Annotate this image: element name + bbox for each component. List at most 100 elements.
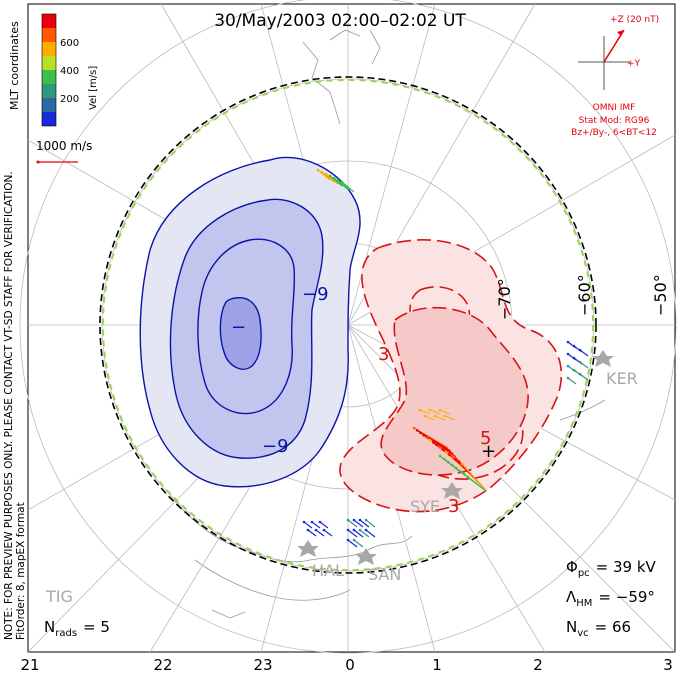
- imf-source: OMNI IMF: [593, 103, 636, 113]
- station-marker-ker: [592, 350, 614, 367]
- velocity-vector-origin: [364, 528, 368, 532]
- stat-n-vc: Nvc = 66: [566, 618, 631, 639]
- velocity-vector: [353, 519, 364, 528]
- imf-model: Stat Mod: RG96: [579, 116, 650, 126]
- velocity-vector-origin: [302, 520, 306, 524]
- velocity-vector-origin: [431, 441, 435, 444]
- velocity-vector: [467, 476, 487, 492]
- velocity-vector-origin: [438, 445, 441, 449]
- coordinates-label: MLT coordinates: [8, 21, 21, 110]
- colorbar-tick-600: 600: [60, 38, 79, 49]
- stat-n-rads: Nrads = 5: [44, 618, 110, 639]
- negative-potential-cell: −9 −9 −: [139, 156, 460, 488]
- velocity-vector-origin: [425, 436, 429, 439]
- velocity-vector: [317, 169, 331, 181]
- station-marker-san: [355, 548, 377, 565]
- mlt-tick-22: 22: [153, 656, 172, 674]
- heppner-maynard-boundary: [99, 76, 597, 574]
- contour-label-positive-1: 3: [378, 344, 389, 365]
- velocity-vector-origin: [328, 174, 332, 178]
- colorbar-swatch: [42, 28, 56, 42]
- velocity-vector-origin: [324, 172, 328, 176]
- velocity-vector-origin: [422, 433, 425, 437]
- imf-z-label: +Z (20 nT): [610, 15, 659, 25]
- velocity-vector: [323, 529, 333, 537]
- velocity-vector-origin: [352, 538, 356, 542]
- imf-vector-arrowhead: [617, 30, 624, 36]
- velocity-vector-origin: [352, 518, 356, 522]
- velocity-vector-origin: [462, 472, 466, 476]
- velocity-vector-origin: [346, 528, 350, 532]
- velocity-vector-origin: [352, 528, 356, 532]
- station-markers: [297, 350, 614, 565]
- colorbar-tick-400: 400: [60, 66, 79, 77]
- velocity-vector-origin: [450, 463, 454, 467]
- velocity-vector-origin: [428, 438, 432, 442]
- colorbar-label: Vel [m/s]: [88, 66, 99, 110]
- velocity-vector: [365, 519, 376, 528]
- colorbar-swatch: [42, 70, 56, 84]
- velocity-vector-origin: [336, 178, 340, 182]
- velocity-scale-label: 1000 m/s: [36, 139, 92, 153]
- velocity-vector-origin: [419, 431, 422, 435]
- velocity-vector-origin: [457, 460, 461, 463]
- mlt-tick-3: 3: [663, 656, 673, 674]
- colorbar-tick-200: 200: [60, 94, 79, 105]
- mlt-axis: 21 22 23 0 1 2 3: [20, 656, 672, 674]
- velocity-vector-origin: [447, 453, 451, 456]
- velocity-vector: [567, 377, 577, 385]
- velocity-vector: [341, 181, 355, 193]
- velocity-vector: [319, 521, 329, 529]
- positive-potential-cell: 3 5 3 +: [339, 239, 563, 517]
- colorbar-swatch: [42, 14, 56, 28]
- velocity-vector: [307, 529, 317, 537]
- velocity-vector-origin: [460, 462, 464, 466]
- latitude-label-60: −60°: [575, 274, 594, 316]
- velocity-vector-origin: [443, 414, 447, 418]
- velocity-vector-origin: [346, 538, 350, 542]
- positive-cell-mid-ring: [380, 306, 529, 476]
- velocity-vector-origin: [346, 518, 350, 522]
- velocity-vector-origin: [423, 414, 427, 418]
- potential-minimum-marker: −: [231, 317, 246, 338]
- velocity-vector-origin: [314, 528, 318, 532]
- velocity-vector-origin: [318, 520, 322, 524]
- velocity-vector: [353, 529, 364, 538]
- colorbar-swatch: [42, 98, 56, 112]
- stat-phi-pc: Φpc = 39 kV: [566, 558, 657, 579]
- velocity-vector-origin: [566, 376, 570, 380]
- station-label-sye: SYE: [410, 497, 440, 516]
- mlt-tick-2: 2: [533, 656, 543, 674]
- velocity-vector: [315, 529, 325, 537]
- velocity-vector: [337, 179, 351, 191]
- velocity-vector-origin: [578, 372, 582, 376]
- velocity-vector-origin: [415, 429, 419, 432]
- velocity-vector-origin: [444, 450, 448, 454]
- velocity-vector-origin: [418, 408, 422, 412]
- velocity-vector: [347, 539, 358, 548]
- map-statistics: Φpc = 39 kV ΛHM = −59° Nvc = 66: [566, 558, 657, 639]
- velocity-vector-origin: [310, 520, 314, 524]
- latitude-label-50: −50°: [651, 274, 670, 316]
- velocity-vector: [347, 529, 358, 538]
- velocity-vector-origin: [454, 457, 457, 461]
- velocity-vector: [333, 177, 347, 189]
- velocity-vector: [359, 519, 370, 528]
- mlt-tick-0: 0: [345, 656, 355, 674]
- mlt-tick-23: 23: [253, 656, 272, 674]
- velocity-vector-origin: [572, 356, 576, 360]
- colorbar-swatch: [42, 112, 56, 126]
- velocity-vector: [424, 415, 436, 421]
- velocity-vector-origin: [340, 180, 344, 184]
- contour-label-positive-3: 3: [448, 496, 459, 517]
- velocity-vector-origin: [320, 170, 324, 174]
- station-marker-sye: [441, 482, 463, 499]
- velocity-vector-origin: [451, 455, 454, 459]
- velocity-vector: [353, 539, 364, 548]
- velocity-vector-origin: [322, 528, 326, 532]
- velocity-vector-origin: [566, 340, 570, 344]
- velocity-vector: [429, 409, 441, 415]
- mlt-tick-21: 21: [20, 656, 39, 674]
- fit-order-note: FitOrder: 8, mapEX format: [15, 502, 27, 640]
